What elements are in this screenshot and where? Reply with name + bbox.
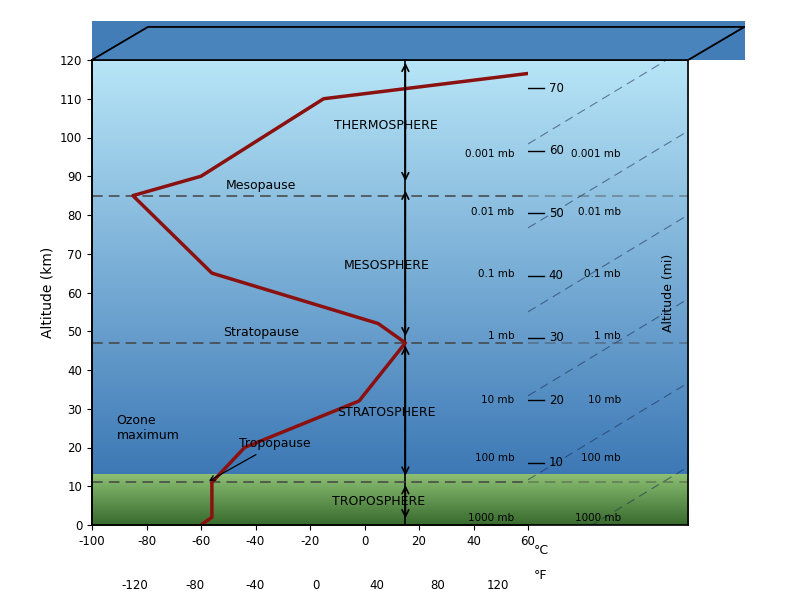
Text: Ozone
maximum: Ozone maximum bbox=[117, 414, 179, 442]
Text: 0: 0 bbox=[312, 579, 320, 592]
Text: °F: °F bbox=[534, 569, 547, 582]
Text: 20: 20 bbox=[549, 394, 564, 407]
Text: 40: 40 bbox=[549, 269, 564, 282]
Text: 80: 80 bbox=[430, 579, 445, 592]
Text: 0.01 mb: 0.01 mb bbox=[471, 207, 514, 217]
Text: 10 mb: 10 mb bbox=[588, 395, 621, 405]
Text: 120: 120 bbox=[486, 579, 509, 592]
Text: 0.01 mb: 0.01 mb bbox=[578, 207, 621, 217]
Text: 10: 10 bbox=[549, 456, 564, 469]
Text: Altitude (mi): Altitude (mi) bbox=[662, 253, 675, 332]
Text: 1000 mb: 1000 mb bbox=[468, 513, 514, 523]
Text: MESOSPHERE: MESOSPHERE bbox=[343, 259, 430, 272]
Text: -40: -40 bbox=[246, 579, 265, 592]
Text: THERMOSPHERE: THERMOSPHERE bbox=[334, 119, 438, 133]
Text: TROPOSPHERE: TROPOSPHERE bbox=[331, 495, 425, 508]
Text: Tropopause: Tropopause bbox=[210, 437, 310, 481]
Text: 1000 mb: 1000 mb bbox=[574, 513, 621, 523]
Text: Stratopause: Stratopause bbox=[223, 326, 299, 339]
Text: -120: -120 bbox=[121, 579, 148, 592]
Text: 100 mb: 100 mb bbox=[474, 453, 514, 463]
Text: 0.001 mb: 0.001 mb bbox=[465, 149, 514, 159]
Text: -80: -80 bbox=[186, 579, 205, 592]
Text: STRATOSPHERE: STRATOSPHERE bbox=[337, 406, 435, 419]
Text: °C: °C bbox=[534, 544, 549, 557]
Text: 30: 30 bbox=[549, 331, 563, 344]
Text: 100 mb: 100 mb bbox=[581, 453, 621, 463]
Text: 0.1 mb: 0.1 mb bbox=[584, 269, 621, 279]
Text: 60: 60 bbox=[549, 145, 564, 157]
Text: 50: 50 bbox=[549, 206, 563, 220]
Text: 0.1 mb: 0.1 mb bbox=[478, 269, 514, 279]
Text: 10 mb: 10 mb bbox=[482, 395, 514, 405]
Text: 70: 70 bbox=[549, 82, 564, 95]
Y-axis label: Altitude (km): Altitude (km) bbox=[40, 247, 54, 338]
Text: Mesopause: Mesopause bbox=[226, 179, 296, 192]
Text: 40: 40 bbox=[369, 579, 384, 592]
Text: 1 mb: 1 mb bbox=[488, 331, 514, 341]
Text: 1 mb: 1 mb bbox=[594, 331, 621, 341]
Text: 0.001 mb: 0.001 mb bbox=[571, 149, 621, 159]
